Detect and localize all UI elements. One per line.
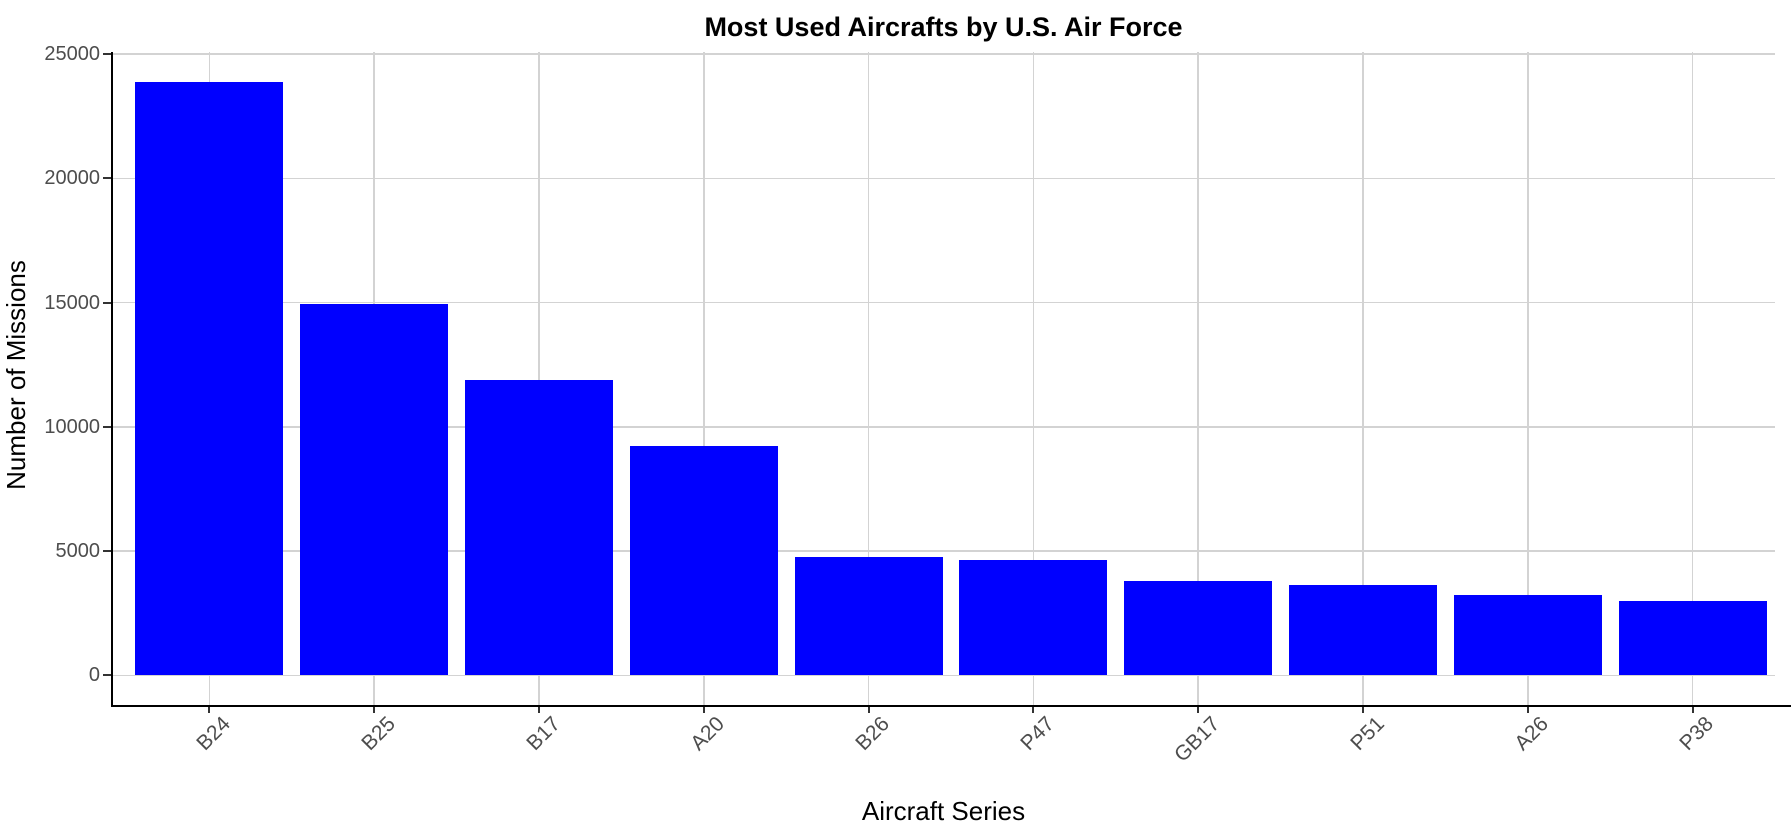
y-tick-mark (103, 53, 111, 56)
y-tick-mark (103, 425, 111, 428)
bar-b26 (794, 556, 943, 676)
h-gridline (112, 301, 1775, 304)
y-tick-label: 5000 (55, 540, 101, 563)
y-tick-mark (103, 550, 111, 553)
y-tick-mark (103, 301, 111, 304)
bar-a26 (1453, 594, 1602, 676)
x-tick-label-p38: P38 (1675, 712, 1719, 755)
x-tick-mark (867, 707, 870, 713)
x-axis-line (110, 704, 1791, 707)
x-tick-mark (1526, 707, 1529, 713)
bar-b25 (300, 303, 449, 676)
bar-b24 (135, 81, 284, 676)
x-tick-label-a26: A26 (1510, 712, 1554, 755)
v-gridline (1691, 52, 1694, 705)
chart-title: Most Used Aircrafts by U.S. Air Force (704, 12, 1183, 42)
y-tick-label: 20000 (44, 167, 100, 190)
y-tick-label: 25000 (44, 43, 100, 66)
v-gridline (1362, 52, 1364, 705)
h-gridline (112, 177, 1775, 180)
x-axis-title: Aircraft Series (861, 796, 1026, 826)
bar-a20 (629, 445, 778, 676)
bar-p51 (1289, 584, 1437, 676)
x-tick-mark (1362, 707, 1364, 713)
y-tick-label: 10000 (44, 415, 100, 438)
x-tick-mark (1197, 707, 1200, 713)
y-tick-mark (103, 674, 111, 677)
x-tick-label-a20: A20 (686, 712, 730, 755)
y-tick-label: 0 (88, 664, 100, 687)
y-axis-line (110, 52, 113, 707)
v-gridline (1527, 52, 1529, 705)
v-gridline (1197, 52, 1199, 705)
v-gridline (867, 52, 870, 705)
x-tick-label-gb17: GB17 (1169, 712, 1224, 767)
v-gridline (538, 52, 540, 705)
h-gridline (112, 550, 1775, 552)
bar-p38 (1618, 601, 1767, 676)
x-tick-mark (373, 707, 376, 713)
x-tick-label-b17: B17 (521, 712, 565, 755)
bar-b17 (465, 379, 613, 676)
bar-gb17 (1124, 581, 1273, 676)
y-tick-mark (103, 177, 111, 180)
h-gridline (112, 674, 1775, 677)
v-gridline (1032, 52, 1035, 705)
h-gridline (112, 426, 1775, 428)
h-gridline (112, 53, 1775, 55)
x-tick-label-b26: B26 (851, 712, 895, 755)
x-tick-label-b24: B24 (192, 712, 235, 755)
v-gridline (703, 52, 705, 705)
x-tick-mark (208, 707, 211, 713)
x-tick-mark (1032, 707, 1035, 713)
x-tick-label-p51: P51 (1345, 712, 1389, 755)
y-tick-label: 15000 (44, 291, 100, 314)
x-tick-mark (538, 707, 540, 713)
x-tick-label-p47: P47 (1016, 712, 1059, 755)
bar-p47 (959, 560, 1108, 676)
x-tick-label-b25: B25 (357, 712, 400, 755)
x-tick-mark (702, 707, 705, 713)
x-tick-mark (1691, 707, 1694, 713)
